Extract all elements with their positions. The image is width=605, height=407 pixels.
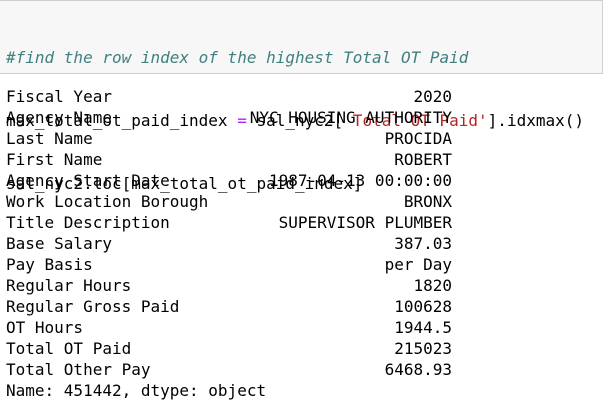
series-row-key: Regular Gross Paid [6, 297, 180, 316]
series-row-value: 6468.93 [384, 360, 452, 379]
series-row: Pay Basis per Day [6, 254, 452, 275]
series-row-key: Last Name [6, 129, 93, 148]
series-row: First Name ROBERT [6, 149, 452, 170]
series-row-key: Agency Name [6, 108, 112, 127]
series-row-key: Work Location Borough [6, 192, 209, 211]
series-row-value: ROBERT [394, 150, 452, 169]
series-row: Agency Name NYC HOUSING AUTHORITY [6, 107, 452, 128]
series-row: Title Description SUPERVISOR PLUMBER [6, 212, 452, 233]
series-row-key: Pay Basis [6, 255, 93, 274]
series-row: Total OT Paid 215023 [6, 338, 452, 359]
code-comment: #find the row index of the highest Total… [6, 48, 469, 67]
code-line-loc: sal_nyc2.loc[max_total_ot_paid_index] [6, 173, 602, 194]
series-rows: Fiscal Year 2020 Agency Name NYC HOUSING AU… [6, 86, 452, 380]
series-row-key: Total Other Pay [6, 360, 151, 379]
code-method: ].idxmax() [487, 111, 584, 130]
series-row-value: NYC HOUSING AUTHORITY [249, 108, 452, 127]
series-footer: Name: 451442, dtype: object [6, 381, 267, 400]
series-row: Fiscal Year 2020 [6, 86, 452, 107]
series-row: Regular Gross Paid 100628 [6, 296, 452, 317]
code-line-comment: #find the row index of the highest Total… [6, 47, 602, 68]
series-row-key: Title Description [6, 213, 170, 232]
series-row: Regular Hours 1820 [6, 275, 452, 296]
series-row: Agency Start Date 1987-04-13 00:00:00 [6, 170, 452, 191]
cell-output: Fiscal Year 2020 Agency Name NYC HOUSING AU… [6, 86, 452, 401]
code-operator: = [227, 111, 257, 130]
code-string: 'Total OT Paid' [343, 111, 488, 130]
series-row-value: SUPERVISOR PLUMBER [278, 213, 452, 232]
code-object: sal_nyc2[ [256, 111, 344, 130]
series-row: Total Other Pay 6468.93 [6, 359, 452, 380]
series-row-key: Total OT Paid [6, 339, 132, 358]
series-row-key: Base Salary [6, 234, 112, 253]
series-row-key: Regular Hours [6, 276, 132, 295]
series-row-value: 100628 [394, 297, 452, 316]
series-row-key: Fiscal Year [6, 87, 112, 106]
series-row-key: OT Hours [6, 318, 84, 337]
series-row: Work Location Borough BRONX [6, 191, 452, 212]
series-row-value: 1944.5 [394, 318, 452, 337]
series-row-value: 215023 [394, 339, 452, 358]
series-row-value: 1820 [413, 276, 452, 295]
series-row: Last Name PROCIDA [6, 128, 452, 149]
code-loc-expression: sal_nyc2.loc[max_total_ot_paid_index] [6, 174, 363, 193]
code-cell-input[interactable]: #find the row index of the highest Total… [0, 0, 603, 193]
series-row-value: 387.03 [394, 234, 452, 253]
series-row-value: PROCIDA [384, 129, 452, 148]
series-row: Base Salary 387.03 [6, 233, 452, 254]
code-line-assignment: max_total_ot_paid_index = sal_nyc2['Tota… [6, 110, 602, 131]
code-variable: max_total_ot_paid_index [6, 111, 228, 130]
series-row: OT Hours 1944.5 [6, 317, 452, 338]
series-row-value: 2020 [413, 87, 452, 106]
series-row-key: First Name [6, 150, 103, 169]
series-row-value: BRONX [403, 192, 452, 211]
series-row-value: per Day [384, 255, 452, 274]
series-row-key: Agency Start Date [6, 171, 170, 190]
series-row-value: 1987-04-13 00:00:00 [268, 171, 452, 190]
